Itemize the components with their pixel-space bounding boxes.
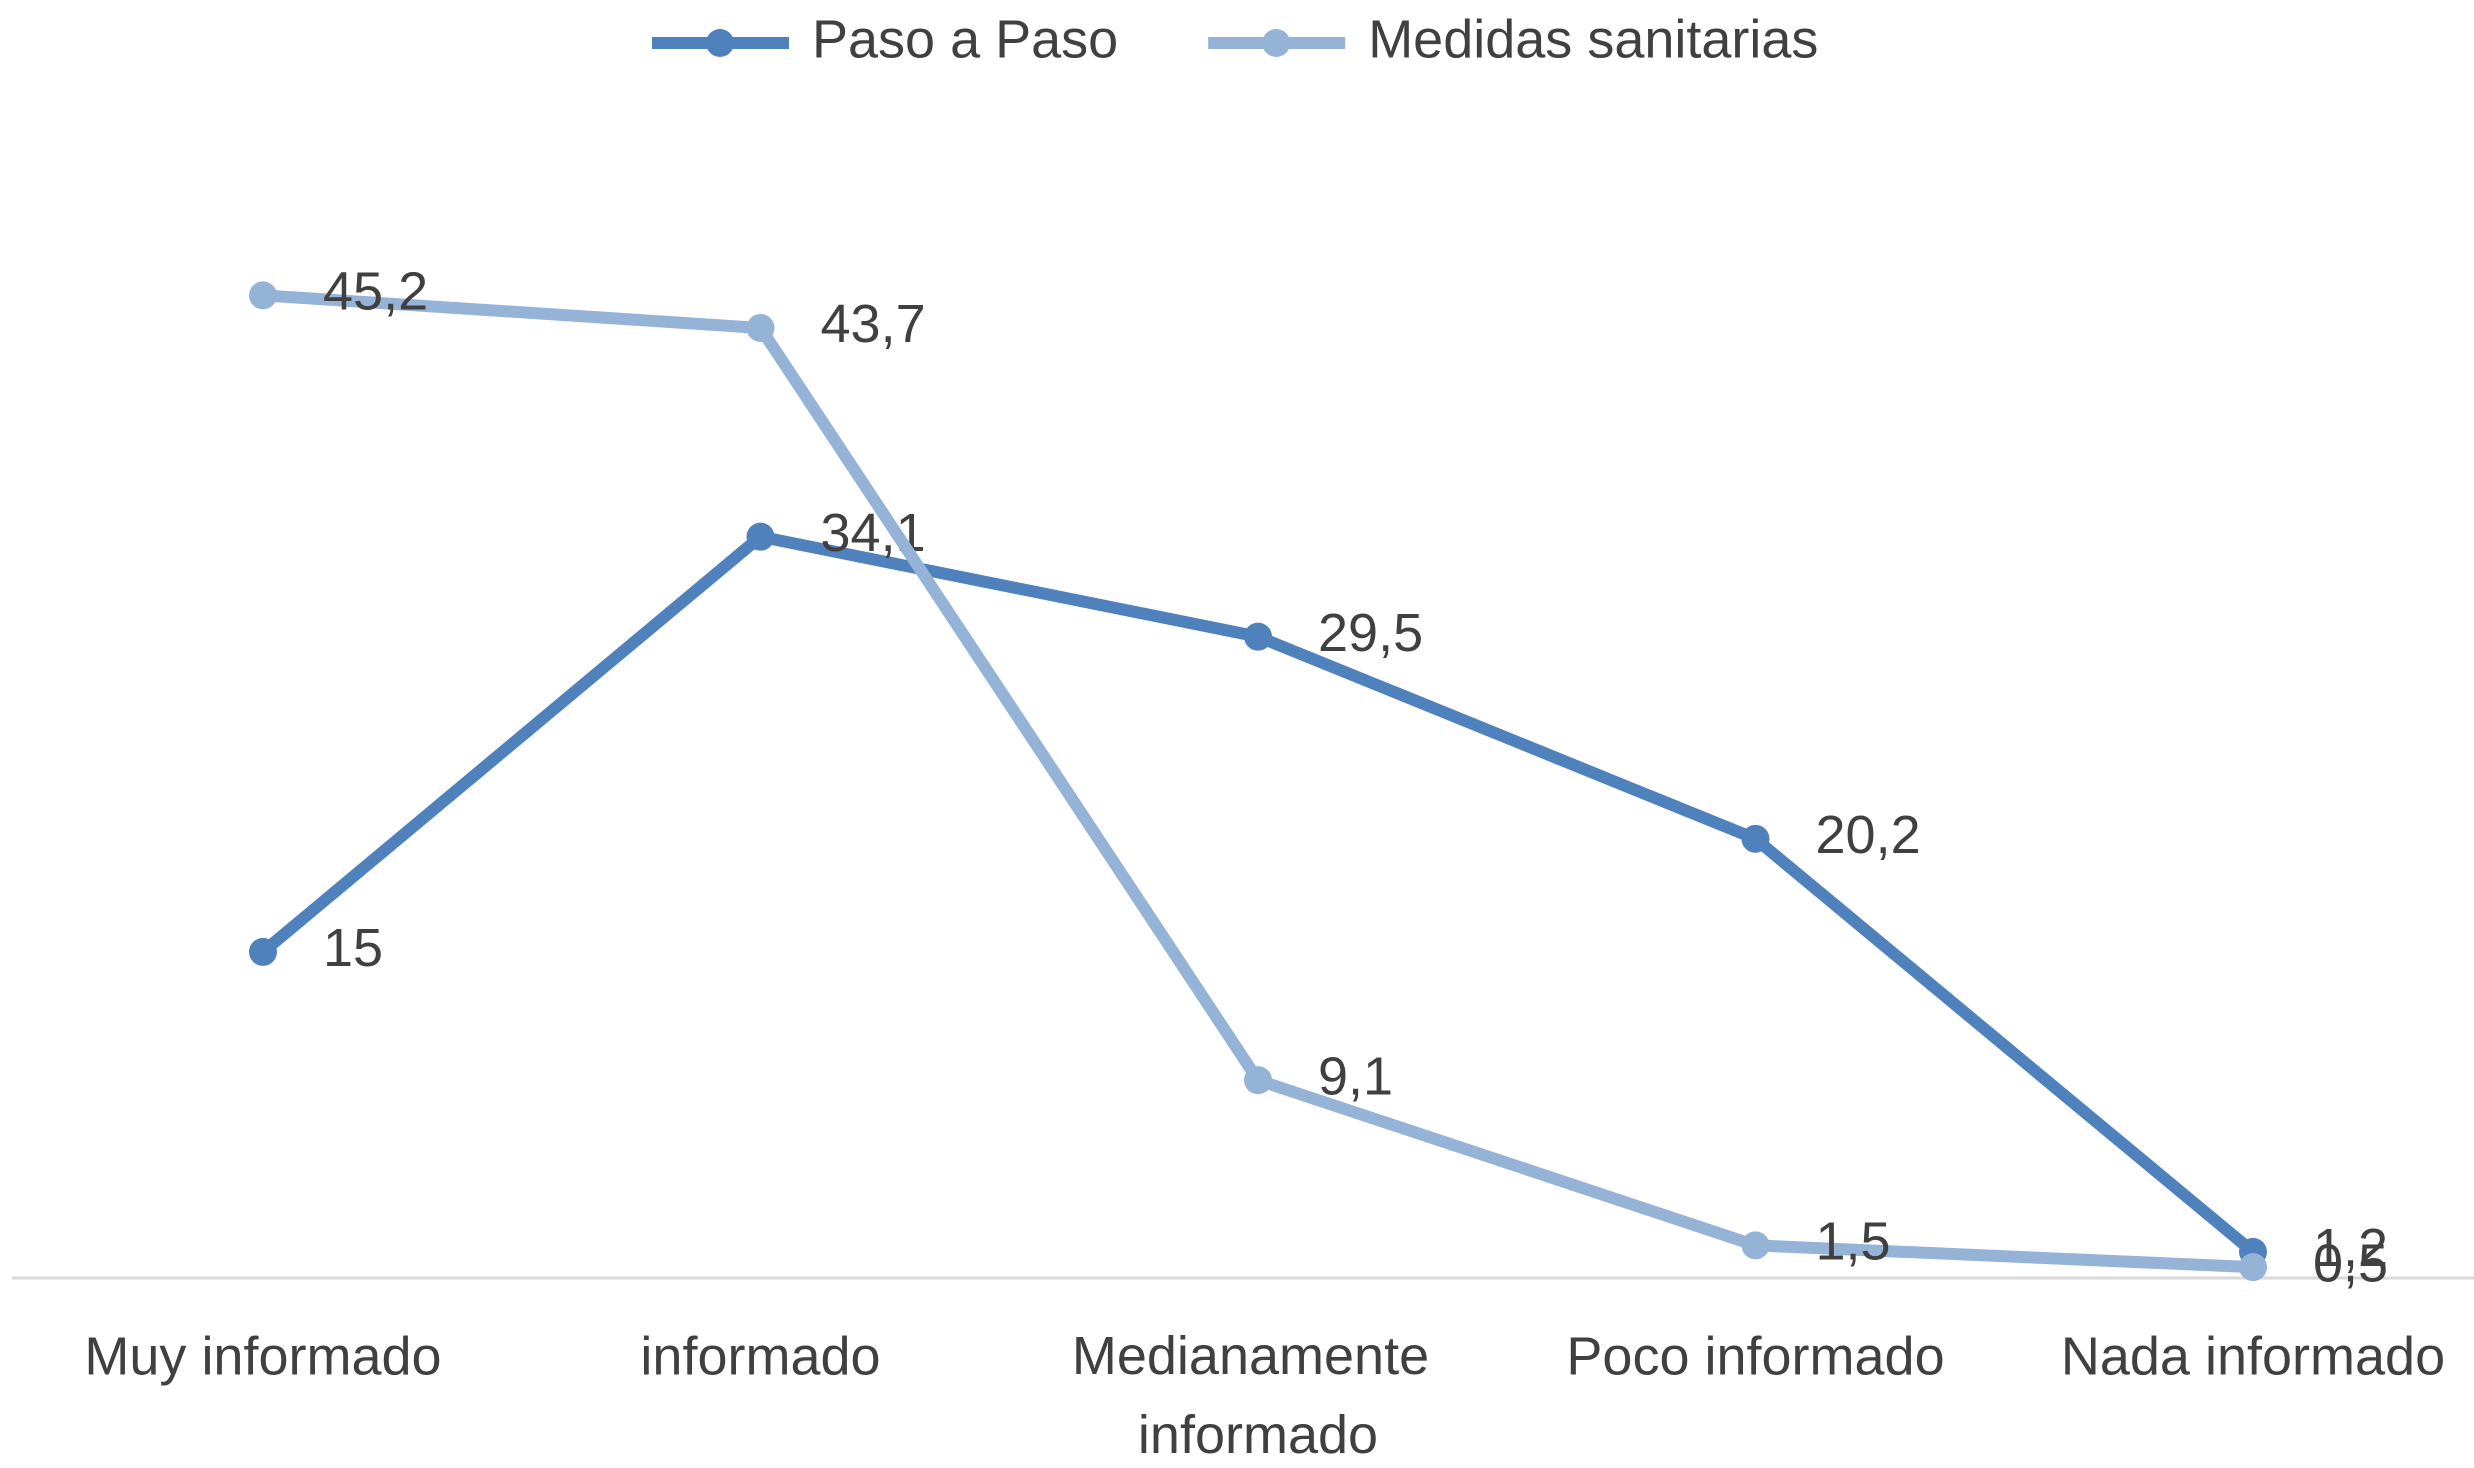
- marker: [1741, 824, 1770, 853]
- x-tick-label: Nada informado: [2061, 1326, 2445, 1386]
- x-tick-label: Muy informado: [84, 1326, 441, 1386]
- data-label: 1,5: [1816, 1212, 1891, 1272]
- marker: [1244, 622, 1272, 651]
- series-line: [262, 289, 2254, 1274]
- marker: [746, 313, 775, 342]
- marker: [1741, 1231, 1770, 1260]
- legend-label: Paso a Paso: [812, 9, 1118, 69]
- data-label: 9,1: [1318, 1046, 1393, 1106]
- legend-marker: [706, 29, 734, 57]
- x-tick-label: informado: [640, 1326, 880, 1386]
- data-label: 43,7: [821, 294, 926, 354]
- legend-marker: [1262, 29, 1291, 57]
- data-label: 15: [323, 918, 383, 978]
- data-label: 20,2: [1816, 805, 1921, 865]
- marker: [746, 522, 775, 551]
- data-label: 0,5: [2313, 1233, 2388, 1293]
- x-tick-label: Poco informado: [1566, 1326, 1944, 1386]
- data-label: 1,2: [2313, 1218, 2388, 1278]
- x-tick-label: Medianamente informado: [1072, 1326, 1444, 1465]
- legend-label: Medidas sanitarias: [1368, 9, 1818, 69]
- marker: [2239, 1253, 2267, 1282]
- marker: [249, 937, 277, 966]
- data-label: 29,5: [1318, 603, 1423, 663]
- marker: [249, 281, 277, 310]
- data-label: 45,2: [323, 262, 428, 322]
- marker: [1244, 1066, 1272, 1095]
